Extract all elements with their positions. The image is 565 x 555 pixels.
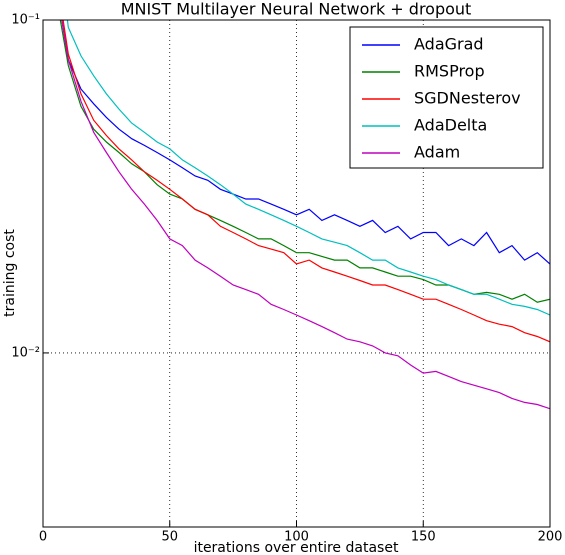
plot-area — [59, 20, 550, 410]
x-tick-label: 100 — [284, 530, 309, 545]
y-axis-label: training cost — [2, 229, 18, 317]
x-tick-label: 200 — [538, 530, 563, 545]
legend-label: AdaDelta — [414, 116, 487, 135]
x-axis-label: iterations over entire dataset — [194, 540, 399, 555]
x-tick-label: 50 — [161, 530, 178, 545]
legend-label: RMSProp — [414, 62, 485, 81]
plot-frame — [42, 19, 551, 528]
y-tick-label: 10⁻¹ — [11, 13, 40, 28]
series-line — [62, 20, 550, 343]
y-tick-label: 10⁻² — [11, 345, 40, 360]
x-tick-label: 0 — [39, 530, 47, 545]
series-line — [61, 20, 550, 410]
x-tick-label: 150 — [411, 530, 436, 545]
legend-label: Adam — [414, 143, 460, 162]
legend-label: SGDNesterov — [414, 89, 521, 108]
chart-title: MNIST Multilayer Neural Network + dropou… — [121, 0, 472, 19]
series-line — [61, 20, 550, 265]
legend-label: AdaGrad — [414, 35, 484, 54]
legend-box — [349, 26, 544, 169]
series-line — [66, 20, 550, 316]
